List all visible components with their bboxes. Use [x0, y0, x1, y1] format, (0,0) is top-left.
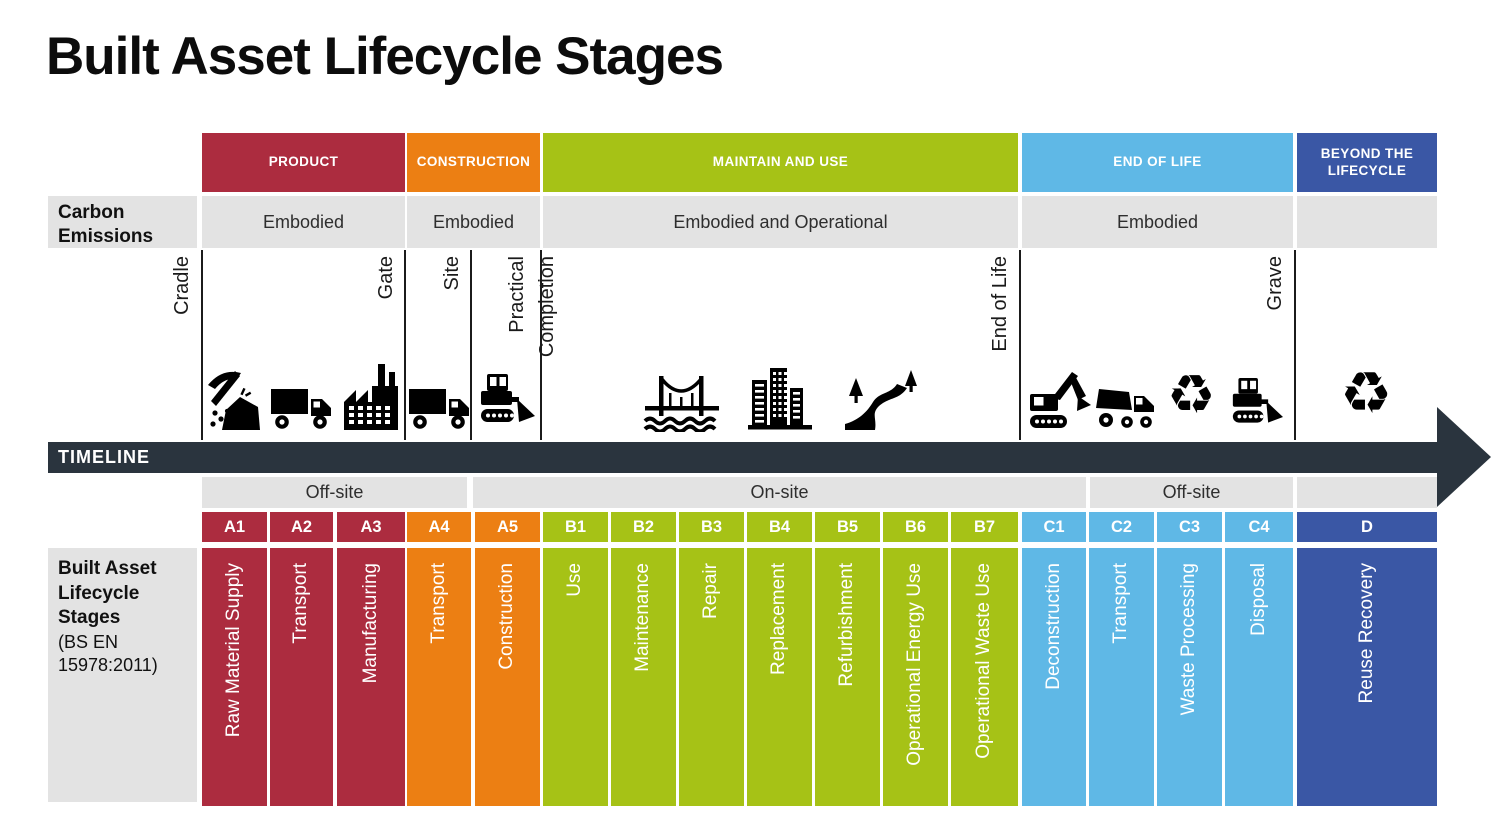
stage-column-b4: Replacement — [747, 548, 812, 806]
milestone-end-of-life: End of Life — [989, 256, 1011, 352]
stage-column-a2: Transport — [270, 548, 333, 806]
site-band-blank — [1297, 477, 1437, 508]
stage-column-d: Reuse Recovery — [1297, 548, 1437, 806]
recycle-icon: ♻ — [1167, 363, 1216, 426]
milestone-line-grave — [1294, 250, 1296, 440]
site-band-offsite-2: Off-site — [1090, 477, 1293, 508]
stage-column-a3: Manufacturing — [337, 548, 405, 806]
stage-code-a5: A5 — [475, 512, 540, 542]
stage-code-b7: B7 — [951, 512, 1018, 542]
city-buildings-icon — [748, 364, 812, 430]
site-band-onsite: On-site — [473, 477, 1086, 508]
stage-code-b4: B4 — [747, 512, 812, 542]
stage-column-c3: Waste Processing — [1157, 548, 1222, 806]
milestone-line-cradle — [201, 250, 203, 440]
stage-column-b3: Repair — [679, 548, 744, 806]
page-title: Built Asset Lifecycle Stages — [46, 27, 724, 86]
timeline-arrowhead-icon — [1437, 407, 1491, 507]
pickaxe-icon — [206, 366, 266, 430]
milestone-cradle: Cradle — [171, 256, 193, 315]
section-header-beyond-lifecycle: BEYOND THE LIFECYCLE — [1297, 133, 1437, 192]
milestone-gate: Gate — [375, 256, 397, 300]
stage-column-c2: Transport — [1089, 548, 1154, 806]
milestone-line-practical-completion — [540, 250, 542, 440]
stage-column-b5: Refurbishment — [815, 548, 880, 806]
stage-column-b6: Operational Energy Use — [883, 548, 948, 806]
milestone-site: Site — [441, 256, 463, 291]
stages-axis-title: Built Asset Lifecycle Stages — [58, 558, 157, 629]
stage-code-b6: B6 — [883, 512, 948, 542]
stage-code-c1: C1 — [1022, 512, 1086, 542]
stage-code-a3: A3 — [337, 512, 405, 542]
stage-code-c3: C3 — [1157, 512, 1222, 542]
timeline-label: TIMELINE — [58, 447, 150, 467]
milestone-line-gate — [404, 250, 406, 440]
stage-code-a2: A2 — [270, 512, 333, 542]
truck-icon — [270, 382, 332, 430]
stage-code-b3: B3 — [679, 512, 744, 542]
milestone-grave: Grave — [1264, 256, 1286, 311]
stages-axis-standard: (BS EN 15978:2011) — [58, 632, 158, 676]
stage-code-b5: B5 — [815, 512, 880, 542]
section-header-end-of-life: END OF LIFE — [1022, 133, 1293, 192]
stage-column-b1: Use — [543, 548, 608, 806]
section-header-maintain-and-use: MAINTAIN AND USE — [543, 133, 1018, 192]
milestone-line-site — [470, 250, 472, 440]
emissions-construction: Embodied — [407, 196, 540, 248]
stage-column-c4: Disposal — [1225, 548, 1293, 806]
stage-code-c4: C4 — [1225, 512, 1293, 542]
carbon-emissions-label: Carbon Emissions — [48, 196, 197, 248]
excavator-icon — [1028, 366, 1092, 430]
bulldozer-icon — [477, 374, 537, 430]
milestone-practical-completion: Practical Completion — [506, 256, 558, 358]
bridge-icon — [643, 372, 721, 432]
stage-code-c2: C2 — [1089, 512, 1154, 542]
site-band-offsite-1: Off-site — [202, 477, 467, 508]
bulldozer-icon — [1227, 378, 1287, 430]
stage-column-a1: Raw Material Supply — [202, 548, 267, 806]
stages-axis-label: Built Asset Lifecycle Stages (BS EN 1597… — [48, 548, 197, 802]
stage-column-c1: Deconstruction — [1022, 548, 1086, 806]
emissions-product: Embodied — [202, 196, 405, 248]
emissions-beyond-lifecycle — [1297, 196, 1437, 248]
section-header-product: PRODUCT — [202, 133, 405, 192]
stage-column-b2: Maintenance — [611, 548, 676, 806]
recycle-icon: ♻ — [1340, 359, 1392, 427]
stage-code-b2: B2 — [611, 512, 676, 542]
emissions-maintain-and-use: Embodied and Operational — [543, 196, 1018, 248]
milestone-line-end-of-life — [1019, 250, 1021, 440]
dump-truck-icon — [1094, 378, 1158, 430]
stage-column-a5: Construction — [475, 548, 540, 806]
stage-code-d: D — [1297, 512, 1437, 542]
emissions-end-of-life: Embodied — [1022, 196, 1293, 248]
stage-code-a4: A4 — [407, 512, 471, 542]
section-header-construction: CONSTRUCTION — [407, 133, 540, 192]
road-trees-icon — [845, 370, 919, 430]
stage-column-a4: Transport — [407, 548, 471, 806]
timeline-bar: TIMELINE — [48, 442, 1437, 473]
factory-icon — [342, 364, 400, 430]
stage-column-b7: Operational Waste Use — [951, 548, 1018, 806]
stage-code-b1: B1 — [543, 512, 608, 542]
truck-icon — [408, 382, 470, 430]
stage-code-a1: A1 — [202, 512, 267, 542]
